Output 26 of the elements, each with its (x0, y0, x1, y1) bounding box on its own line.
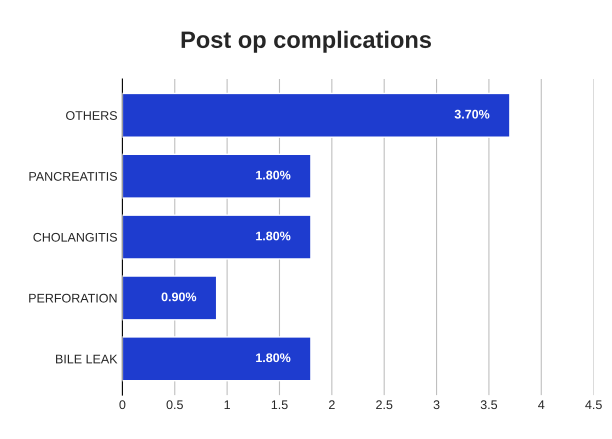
bar (122, 214, 312, 260)
y-tick-label: CHOLANGITIS (33, 232, 117, 242)
y-tick-label: BILE LEAK (56, 354, 118, 364)
y-tick-label: OTHERS (66, 111, 117, 120)
x-tick-label: 1 (224, 400, 230, 410)
x-tick-label: 1.5 (272, 400, 288, 410)
x-tick-label: 3 (434, 400, 440, 410)
x-tick-label: 2.5 (376, 400, 392, 410)
chart-title: Post op complications (182, 30, 431, 53)
data-label: 3.70% (454, 110, 490, 119)
y-tick-label: PANCREATITIS (29, 172, 117, 181)
x-tick-label: 3.5 (480, 400, 498, 410)
bar (122, 336, 312, 382)
data-label: 1.80% (256, 170, 290, 180)
x-tick-label: 4.5 (585, 400, 602, 410)
x-tick-label: 4 (538, 400, 544, 410)
x-tick-label: 0 (119, 400, 126, 410)
data-label: 1.80% (256, 232, 290, 240)
data-label: 0.90% (162, 292, 196, 302)
x-tick-label: 0.5 (166, 400, 183, 410)
bar (122, 92, 511, 138)
bar (122, 275, 218, 321)
data-label: 1.80% (256, 353, 290, 362)
bar (122, 154, 312, 199)
x-tick-label: 2 (328, 400, 335, 410)
y-tick-label: PERFORATION (29, 294, 117, 303)
